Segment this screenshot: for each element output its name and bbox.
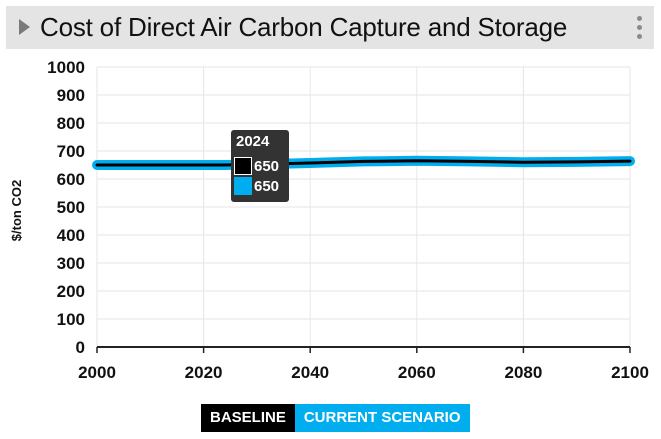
chart-axes bbox=[96, 346, 631, 353]
y-tick-label: 1000 bbox=[47, 58, 85, 77]
x-tick-label: 2040 bbox=[291, 363, 329, 382]
tooltip-year: 2024 bbox=[236, 133, 270, 150]
tooltip-swatch-current bbox=[234, 177, 252, 195]
tooltip-value-baseline: 650 bbox=[254, 157, 280, 175]
tooltip-value-current: 650 bbox=[254, 177, 280, 195]
legend-item-baseline[interactable]: BASELINE bbox=[201, 404, 295, 432]
chart-grid bbox=[96, 66, 631, 347]
tooltip-row-current: 650 bbox=[234, 177, 279, 195]
x-tick-label: 2000 bbox=[78, 363, 116, 382]
y-tick-label: 400 bbox=[57, 226, 85, 245]
chart-header: Cost of Direct Air Carbon Capture and St… bbox=[6, 6, 654, 49]
y-tick-label: 300 bbox=[57, 254, 85, 273]
series-line-baseline bbox=[95, 159, 632, 167]
chart-series bbox=[92, 155, 635, 170]
line-chart: 0 100 200 300 400 500 600 700 800 900 1000 2000 202… bbox=[47, 58, 649, 382]
y-tick-label: 900 bbox=[57, 86, 85, 105]
y-tick-label: 200 bbox=[57, 282, 85, 301]
x-tick-label: 2100 bbox=[611, 363, 649, 382]
tooltip-row-baseline: 650 bbox=[234, 157, 279, 175]
x-tick-labels: 2000 2020 2040 2060 2080 2100 bbox=[78, 363, 649, 382]
y-tick-label: 700 bbox=[57, 142, 85, 161]
y-tick-label: 600 bbox=[57, 170, 85, 189]
x-tick-label: 2020 bbox=[185, 363, 223, 382]
x-tick-label: 2080 bbox=[504, 363, 542, 382]
more-options-icon[interactable] bbox=[634, 15, 644, 41]
x-tick-label: 2060 bbox=[398, 363, 436, 382]
legend-item-current-scenario[interactable]: CURRENT SCENARIO bbox=[294, 404, 470, 432]
y-tick-label: 100 bbox=[57, 310, 85, 329]
y-tick-labels: 0 100 200 300 400 500 600 700 800 900 1000 bbox=[47, 58, 85, 357]
y-tick-label: 0 bbox=[76, 338, 85, 357]
y-tick-label: 500 bbox=[57, 198, 85, 217]
expand-triangle-icon[interactable] bbox=[19, 19, 30, 35]
tooltip-swatch-baseline bbox=[234, 157, 252, 175]
chart-title: Cost of Direct Air Carbon Capture and St… bbox=[40, 12, 568, 42]
hover-tooltip: 2024 650 650 bbox=[231, 130, 289, 202]
y-tick-label: 800 bbox=[57, 114, 85, 133]
chart-legend: BASELINE CURRENT SCENARIO bbox=[201, 404, 470, 432]
